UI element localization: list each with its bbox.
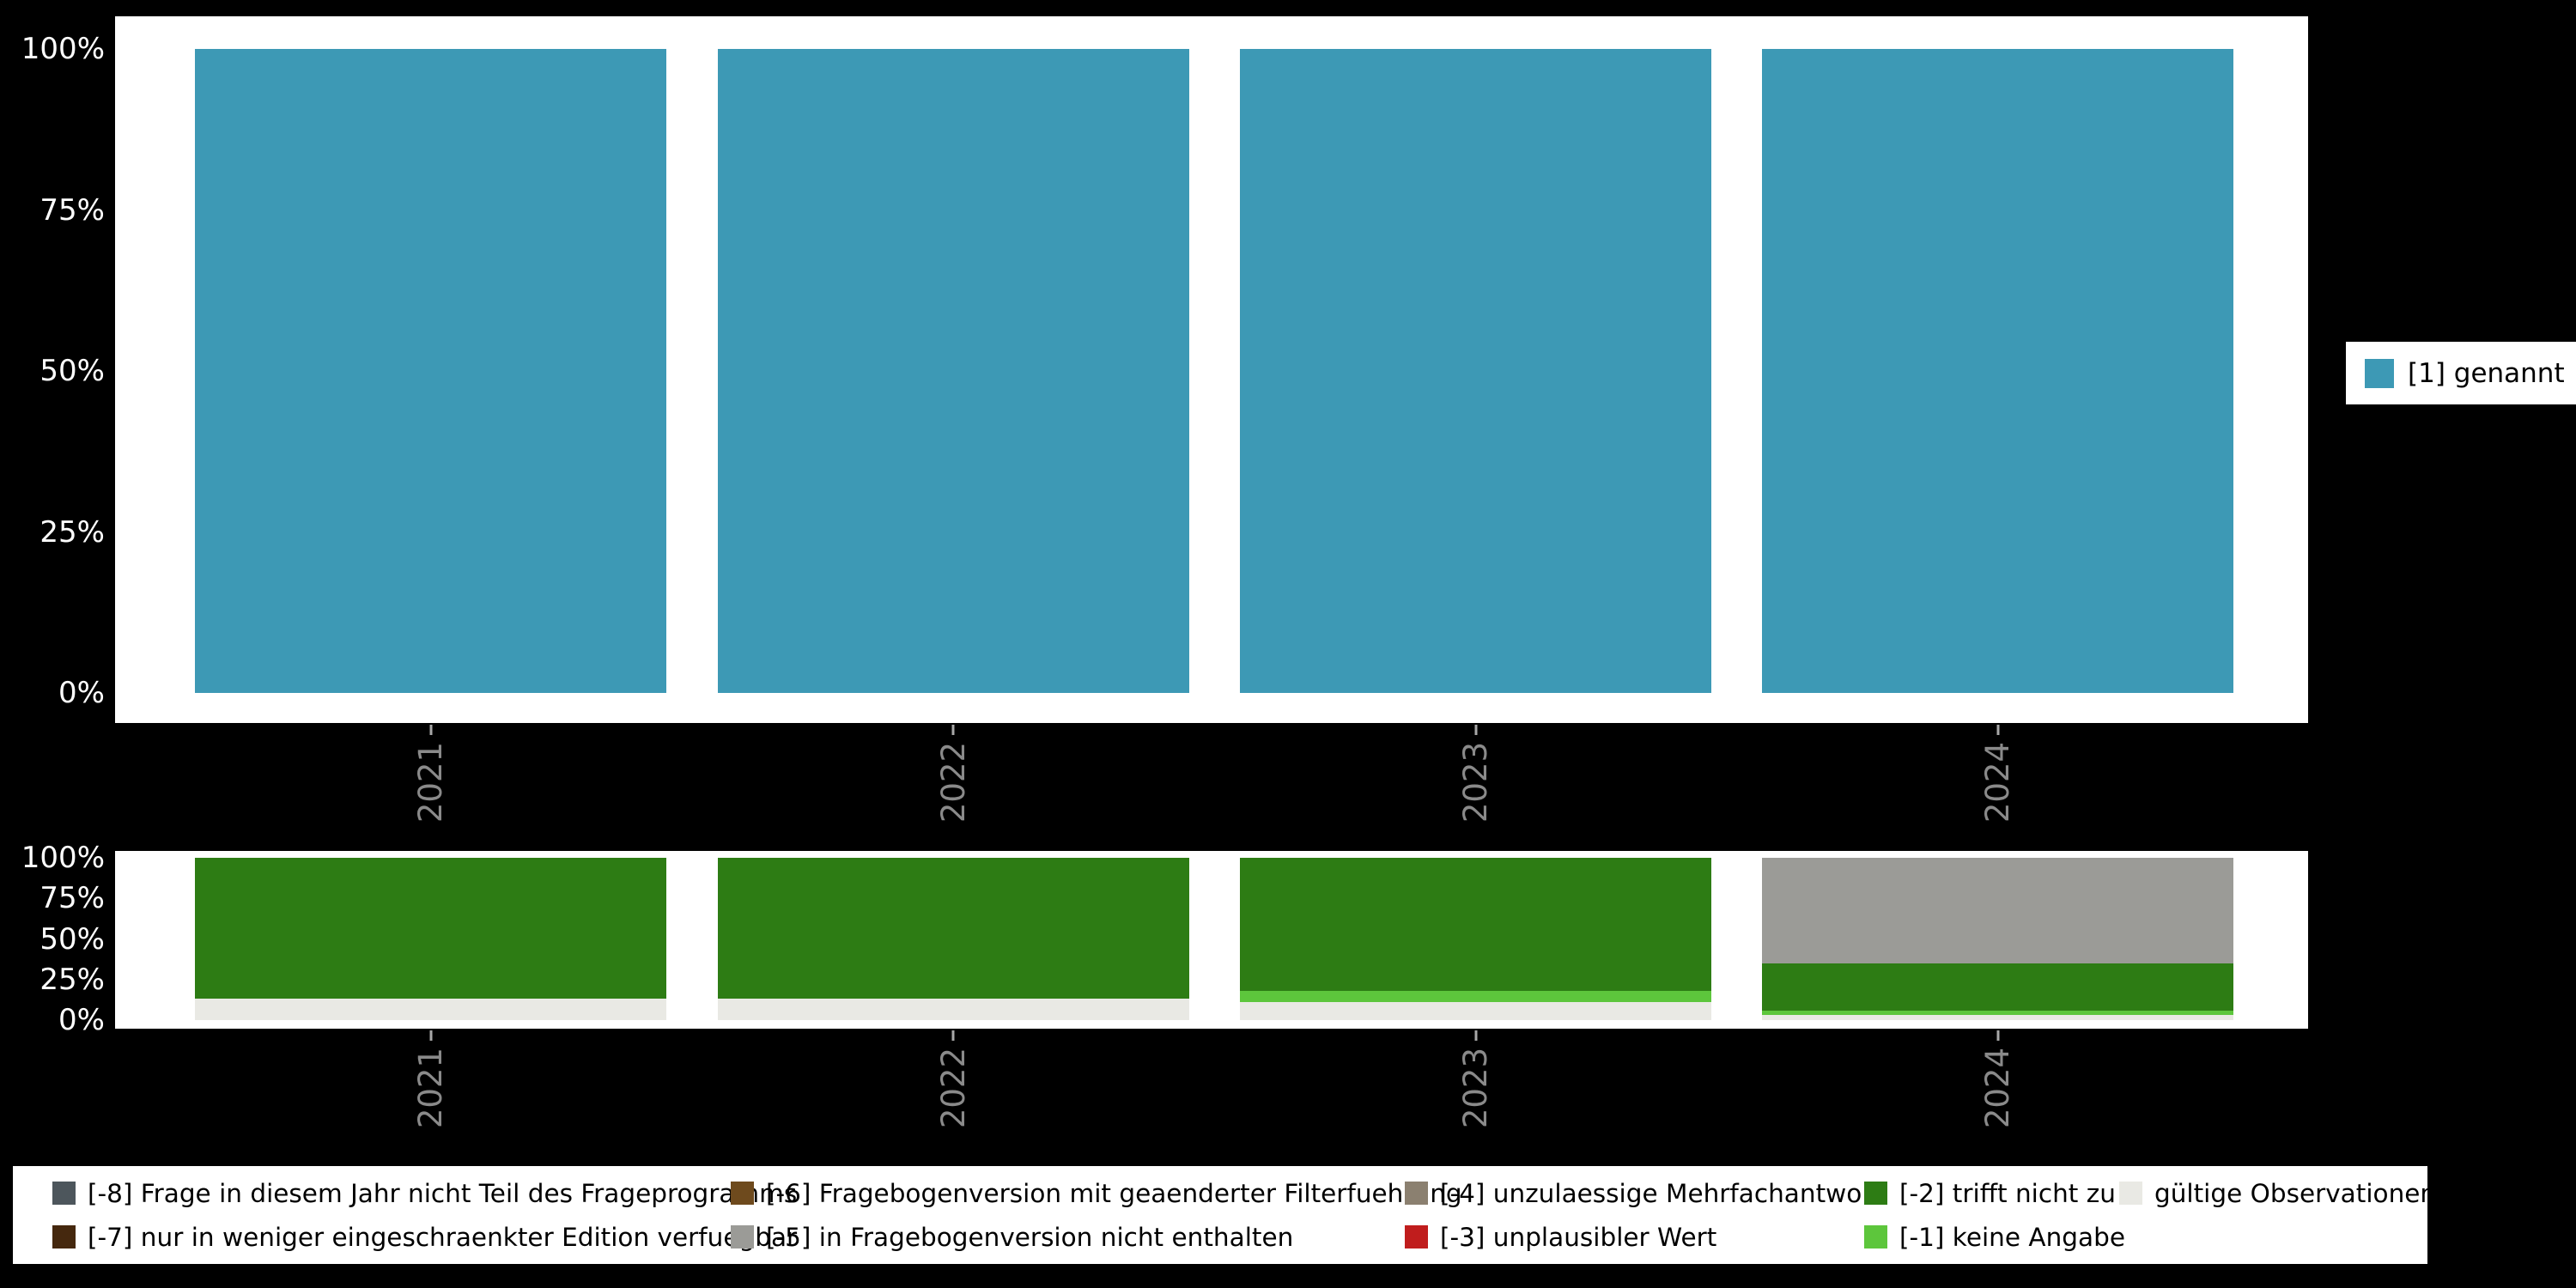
bottom-x-tick-label-2023: 2023 <box>1450 1048 1502 1128</box>
bottom-x-tick-2024 <box>1996 1030 2000 1041</box>
legend-swatch-m1 <box>1864 1225 1887 1249</box>
top-y-tick-label: 0% <box>58 676 105 710</box>
top-x-tick-2023 <box>1474 725 1477 735</box>
legend-item-m6: [-6] Fragebogenversion mit geaenderter F… <box>731 1179 1462 1208</box>
top-x-tick-2021 <box>429 725 433 735</box>
x-label-text: 2022 <box>934 1048 972 1129</box>
top-y-tick-label: 25% <box>39 514 105 550</box>
legend-label-m7: [-7] nur in weniger eingeschraenkter Edi… <box>88 1222 798 1252</box>
bottom-segment-m1-2023 <box>1239 991 1712 1003</box>
legend-item-m2: [-2] trifft nicht zu <box>1864 1179 2119 1208</box>
legend-swatch-m6 <box>731 1182 754 1205</box>
top-x-tick-label-2023: 2023 <box>1450 742 1502 823</box>
bottom-segment-m2-2023 <box>1239 858 1712 991</box>
x-label-text: 2022 <box>934 742 972 823</box>
bottom-segment-m2-2021 <box>195 858 667 999</box>
bottom-y-tick-label: 100% <box>21 841 105 875</box>
legend-label-m2: [-2] trifft nicht zu <box>1899 1178 2116 1208</box>
legend-item-m1: [-1] keine Angabe <box>1864 1223 2125 1252</box>
bottom-y-tick-label: 25% <box>39 962 105 997</box>
x-label-text: 2023 <box>1457 742 1494 823</box>
legend-swatch-m5 <box>731 1225 754 1249</box>
legend-label-m4: [-4] unzulaessige Mehrfachantwort <box>1440 1178 1883 1208</box>
legend-label-m1: [-1] keine Angabe <box>1899 1222 2125 1252</box>
top-segment-genannt-2022 <box>717 49 1189 693</box>
legend-swatch-m7 <box>52 1225 76 1249</box>
bottom-bar-2023 <box>1239 858 1712 1020</box>
x-label-text: 2021 <box>412 1048 450 1129</box>
top-segment-genannt-2024 <box>1762 49 2234 693</box>
legend-label-genannt: [1] genannt <box>2408 357 2565 389</box>
legend-item-m3: [-3] unplausibler Wert <box>1405 1223 1864 1252</box>
legend-missing-codes: [-8] Frage in diesem Jahr nicht Teil des… <box>13 1166 2436 1264</box>
legend-swatch-genannt <box>2365 358 2394 388</box>
legend-swatch-m3 <box>1405 1225 1428 1249</box>
legend-label-m3: [-3] unplausibler Wert <box>1440 1222 1717 1252</box>
legend-label-m8: [-8] Frage in diesem Jahr nicht Teil des… <box>88 1178 798 1208</box>
legend-item-m5: [-5] in Fragebogenversion nicht enthalte… <box>731 1223 1405 1252</box>
top-x-tick-2022 <box>951 725 955 735</box>
top-bar-2021 <box>195 49 667 693</box>
legend-label-valid: gültige Observationen <box>2154 1178 2437 1208</box>
top-x-tick-label-2022: 2022 <box>927 742 979 823</box>
x-label-text: 2024 <box>1979 742 2017 823</box>
top-x-tick-label-2021: 2021 <box>405 742 457 823</box>
legend-swatch-m2 <box>1864 1182 1887 1205</box>
top-x-tick-label-2024: 2024 <box>1972 742 2024 823</box>
legend-genannt: [1] genannt <box>2346 342 2576 404</box>
top-y-tick-label: 50% <box>39 354 105 388</box>
top-y-tick-label: 100% <box>21 32 105 66</box>
legend-swatch-valid <box>2119 1182 2142 1205</box>
bottom-bar-2024 <box>1762 858 2234 1020</box>
x-label-text: 2023 <box>1457 1048 1494 1129</box>
bottom-segment-valid-2022 <box>717 999 1189 1020</box>
x-label-text: 2024 <box>1979 1048 2017 1129</box>
bottom-segment-valid-2021 <box>195 999 667 1020</box>
legend-label-m5: [-5] in Fragebogenversion nicht enthalte… <box>766 1222 1294 1252</box>
bottom-x-tick-label-2022: 2022 <box>927 1048 979 1128</box>
bottom-x-tick-2021 <box>429 1030 433 1041</box>
bottom-y-tick-label: 50% <box>39 921 105 957</box>
top-segment-genannt-2021 <box>195 49 667 693</box>
bottom-segment-valid-2023 <box>1239 1002 1712 1020</box>
legend-item-m4: [-4] unzulaessige Mehrfachantwort <box>1405 1179 1882 1208</box>
x-label-text: 2021 <box>412 742 450 823</box>
bottom-segment-m5-2024 <box>1762 858 2234 963</box>
top-bar-2023 <box>1239 49 1712 693</box>
bottom-bar-2022 <box>717 858 1189 1020</box>
top-bar-2024 <box>1762 49 2234 693</box>
bottom-y-tick-label: 75% <box>39 881 105 916</box>
bottom-x-tick-label-2024: 2024 <box>1972 1048 2024 1128</box>
bottom-x-tick-2022 <box>951 1030 955 1041</box>
top-x-tick-2024 <box>1996 725 2000 735</box>
legend-item-m7: [-7] nur in weniger eingeschraenkter Edi… <box>52 1223 797 1252</box>
bottom-bar-2021 <box>195 858 667 1020</box>
bottom-y-tick-label: 0% <box>58 1003 105 1037</box>
top-y-tick-label: 75% <box>39 192 105 228</box>
bottom-segment-valid-2024 <box>1762 1015 2234 1020</box>
legend-item-valid: gültige Observationen <box>2119 1179 2436 1208</box>
bottom-segment-m2-2024 <box>1762 963 2234 1011</box>
bottom-x-tick-2023 <box>1474 1030 1477 1041</box>
bottom-segment-m1-2024 <box>1762 1010 2234 1016</box>
top-segment-genannt-2023 <box>1239 49 1712 693</box>
legend-swatch-m8 <box>52 1182 76 1205</box>
legend-item-m8: [-8] Frage in diesem Jahr nicht Teil des… <box>52 1179 797 1208</box>
bottom-segment-m2-2022 <box>717 858 1189 999</box>
top-bar-2022 <box>717 49 1189 693</box>
bottom-x-tick-label-2021: 2021 <box>405 1048 457 1128</box>
legend-label-m6: [-6] Fragebogenversion mit geaenderter F… <box>766 1178 1462 1208</box>
legend-swatch-m4 <box>1405 1182 1428 1205</box>
